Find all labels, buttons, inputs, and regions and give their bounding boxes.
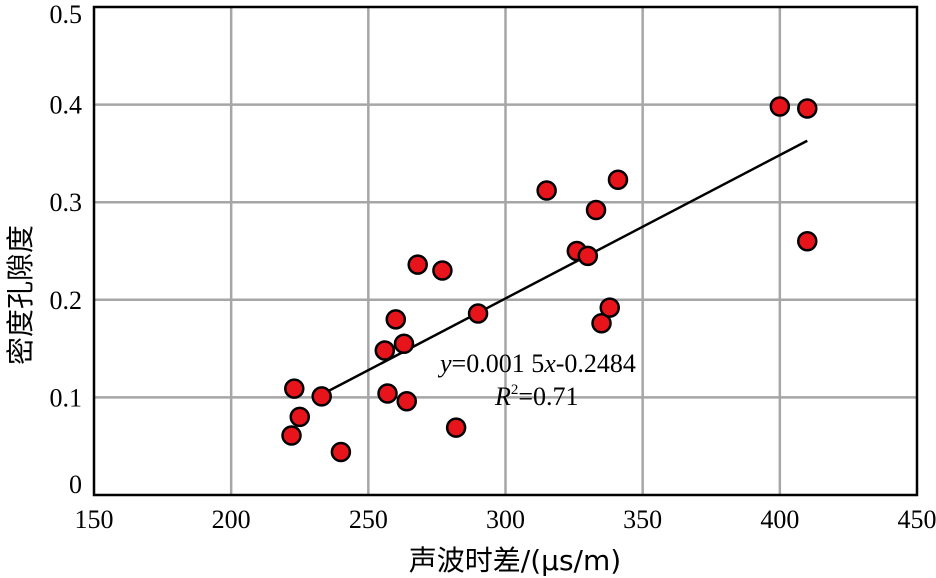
y-tick-label: 0.3 (50, 188, 83, 217)
data-point (432, 260, 453, 281)
data-point (385, 309, 407, 330)
grid-lines (94, 7, 917, 495)
data-point (591, 312, 612, 334)
y-axis-ticks: 0 0.1 0.2 0.3 0.4 0.5 (50, 0, 83, 499)
data-point (374, 340, 396, 361)
data-point (407, 254, 428, 275)
data-point (281, 425, 302, 446)
data-point (284, 378, 305, 399)
x-axis-title: 声波时差/(μs/m) (409, 544, 621, 577)
data-points (281, 96, 818, 463)
regression-equation: y=0.001 5x-0.2484 (437, 349, 636, 378)
data-point (393, 333, 415, 354)
x-tick-label: 400 (760, 505, 799, 534)
y-tick-label: 0.5 (50, 0, 83, 29)
data-point (330, 441, 352, 463)
data-point (577, 245, 599, 267)
data-point (599, 297, 620, 318)
data-point (585, 199, 607, 221)
x-tick-label: 350 (623, 505, 662, 534)
data-point (467, 303, 489, 324)
x-tick-label: 250 (349, 505, 388, 534)
y-tick-label: 0 (69, 470, 82, 499)
x-tick-label: 150 (75, 505, 114, 534)
y-tick-label: 0.4 (50, 91, 83, 120)
x-axis-ticks: 150 200 250 300 350 400 450 (75, 505, 936, 534)
data-point (607, 169, 629, 191)
data-point (396, 391, 417, 412)
plot-frame (92, 5, 919, 497)
data-point (536, 180, 557, 201)
y-tick-label: 0.2 (50, 286, 83, 315)
x-tick-label: 200 (212, 505, 251, 534)
data-point (377, 383, 398, 404)
data-point (769, 96, 791, 117)
y-axis-title: 密度孔隙度 (4, 225, 37, 365)
r-squared-label: R2=0.71 (494, 382, 579, 411)
data-point (797, 98, 818, 119)
data-point (289, 406, 310, 428)
data-point (311, 386, 332, 407)
data-point (445, 417, 467, 438)
x-tick-label: 300 (486, 505, 525, 534)
x-tick-label: 450 (898, 505, 936, 534)
data-point (797, 230, 818, 252)
y-tick-label: 0.1 (50, 383, 83, 412)
regression-line (315, 139, 808, 399)
